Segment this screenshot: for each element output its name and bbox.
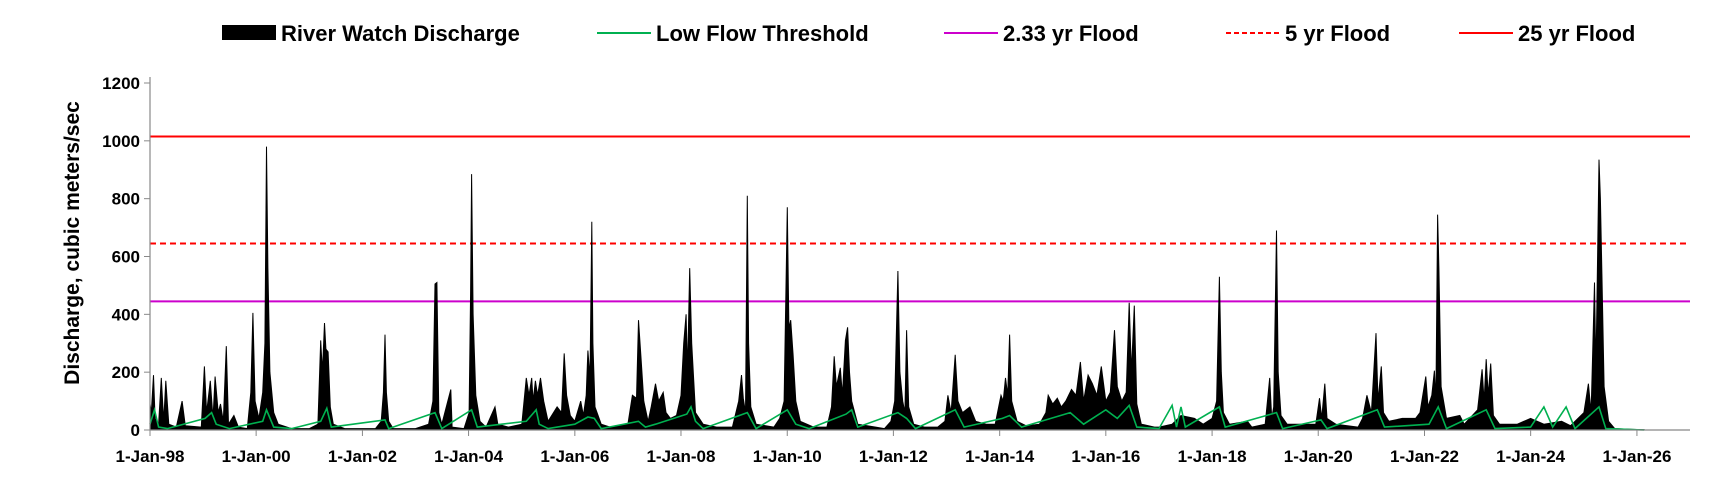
x-tick-label: 1-Jan-12 — [859, 447, 928, 466]
x-tick-label: 1-Jan-14 — [965, 447, 1035, 466]
x-tick-label: 1-Jan-16 — [1071, 447, 1140, 466]
legend-label: 5 yr Flood — [1285, 21, 1390, 46]
legend-swatch — [222, 25, 276, 40]
legend-item-5-yr-flood: 5 yr Flood — [1226, 21, 1390, 46]
y-tick-label: 400 — [112, 305, 140, 324]
axes: 0 200 400 600 800 1000 1200 1-Jan-98 1-Jan-00 1-J… — [102, 74, 1690, 466]
y-axis-title: Discharge, cubic meters/sec — [61, 101, 84, 385]
legend-label: River Watch Discharge — [281, 21, 520, 46]
x-tick-label: 1-Jan-02 — [328, 447, 397, 466]
x-tick-label: 1-Jan-22 — [1390, 447, 1459, 466]
river-watch-discharge-series — [149, 146, 1645, 431]
legend-item-2-33-yr-flood: 2.33 yr Flood — [944, 21, 1139, 46]
x-tick-label: 1-Jan-18 — [1178, 447, 1247, 466]
y-tick-label: 1200 — [102, 74, 140, 93]
y-tick-label: 0 — [131, 421, 140, 440]
y-tick-label: 600 — [112, 248, 140, 267]
low-flow-threshold-series — [149, 403, 1645, 431]
y-tick-label: 200 — [112, 363, 140, 382]
legend-item-low-flow-threshold: Low Flow Threshold — [597, 21, 869, 46]
legend-label: Low Flow Threshold — [656, 21, 869, 46]
legend: River Watch Discharge Low Flow Threshold 2… — [222, 21, 1635, 46]
x-tick-label: 1-Jan-04 — [434, 447, 504, 466]
low-flow-threshold-line — [149, 403, 1645, 431]
x-tick-label: 1-Jan-06 — [540, 447, 609, 466]
x-tick-label: 1-Jan-24 — [1496, 447, 1566, 466]
x-tick-label: 1-Jan-98 — [116, 447, 185, 466]
river-watch-discharge-area — [149, 146, 1645, 431]
legend-item-river-watch-discharge: River Watch Discharge — [222, 21, 520, 46]
x-tick-label: 1-Jan-10 — [753, 447, 822, 466]
legend-item-25-yr-flood: 25 yr Flood — [1459, 21, 1635, 46]
y-tick-label: 800 — [112, 190, 140, 209]
threshold-lines — [150, 135, 1690, 303]
x-tick-label: 1-Jan-20 — [1284, 447, 1353, 466]
legend-label: 2.33 yr Flood — [1003, 21, 1139, 46]
legend-label: 25 yr Flood — [1518, 21, 1635, 46]
y-tick-label: 1000 — [102, 132, 140, 151]
x-tick-label: 1-Jan-08 — [646, 447, 715, 466]
x-tick-label: 1-Jan-00 — [222, 447, 291, 466]
x-tick-label: 1-Jan-26 — [1602, 447, 1671, 466]
